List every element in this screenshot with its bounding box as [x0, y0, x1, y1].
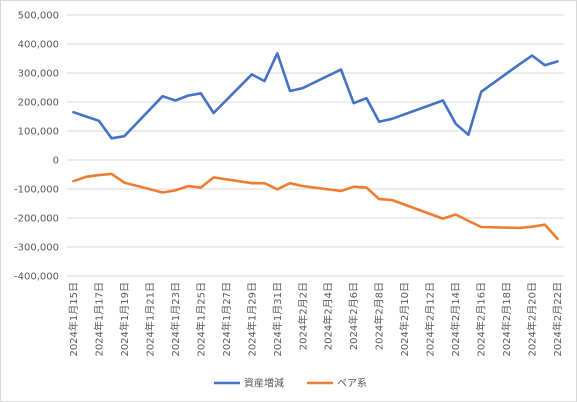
x-tick-label: 2024年2月14日 [449, 282, 462, 357]
x-tick-label: 2024年2月16日 [475, 282, 488, 357]
x-tick-label: 2024年2月12日 [424, 282, 437, 357]
y-tick-label: 400,000 [18, 40, 59, 51]
x-tick-label: 2024年1月15日 [67, 282, 80, 357]
x-tick-label: 2024年2月18日 [500, 282, 513, 357]
legend-label: 資産増減 [244, 377, 284, 390]
y-tick-label: 500,000 [18, 11, 59, 22]
x-tick-label: 2024年2月6日 [347, 282, 360, 350]
x-tick-label: 2024年1月21日 [143, 282, 156, 357]
x-tick-label: 2024年1月29日 [245, 282, 258, 357]
x-tick-label: 2024年1月31日 [271, 282, 284, 357]
series-line-pair [72, 172, 559, 241]
x-tick-label: 2024年1月17日 [92, 282, 105, 357]
legend-label: ペア系 [337, 378, 367, 390]
y-tick-label: 0 [53, 156, 59, 167]
x-tick-label: 2024年2月4日 [322, 282, 335, 350]
x-tick-label: 2024年2月8日 [373, 282, 386, 350]
y-tick-label: 300,000 [18, 69, 59, 80]
y-tick-label: -400,000 [14, 272, 59, 283]
x-tick-label: 2024年1月23日 [169, 282, 182, 357]
y-tick-label: -200,000 [14, 214, 59, 225]
y-tick-label: 100,000 [18, 127, 59, 138]
x-tick-label: 2024年2月20日 [526, 282, 539, 357]
y-tick-label: 200,000 [18, 98, 59, 109]
x-tick-label: 2024年2月2日 [296, 282, 309, 350]
x-tick-label: 2024年1月25日 [194, 282, 207, 357]
y-tick-label: -100,000 [14, 185, 59, 196]
y-tick-label: -300,000 [14, 243, 59, 254]
x-tick-label: 2024年1月19日 [118, 282, 131, 357]
series-line-assets [72, 51, 559, 140]
x-tick-label: 2024年1月27日 [220, 282, 233, 357]
x-tick-label: 2024年2月10日 [398, 282, 411, 357]
x-tick-label: 2024年2月22日 [551, 282, 564, 357]
